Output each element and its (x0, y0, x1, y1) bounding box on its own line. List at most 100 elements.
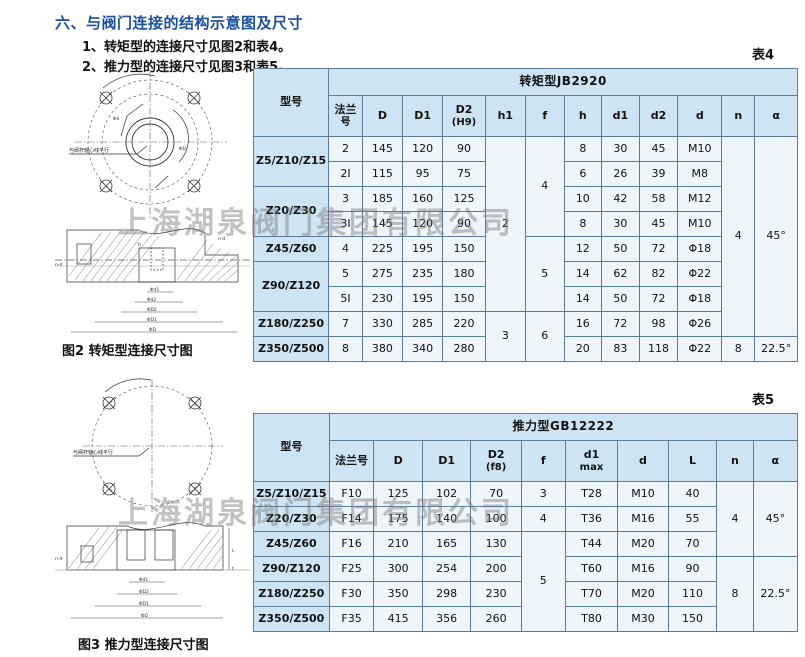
table-row: 3I 145 120 90 8 30 45 M10 (254, 211, 798, 237)
t5-col-d: d (617, 440, 669, 482)
t5-alpha-cell: 22.5° (752, 556, 799, 632)
t5-flange-cell: F35 (328, 606, 375, 632)
t4-model-header: 型号 (252, 68, 330, 137)
t5-t-cell: 5 (520, 531, 566, 632)
t5-D-cell: 210 (373, 531, 423, 557)
table-4-head: 型号 转矩型JB2920 法兰 号 D D1 D2 (H9) h1 f h d1… (252, 68, 798, 137)
t4-col-alpha: α (754, 95, 798, 137)
t4-D-cell: 145 (361, 211, 404, 237)
t4-D2-cell: 220 (442, 311, 486, 337)
t5-L-cell: 90 (667, 556, 718, 582)
t4-d2-cell: 58 (638, 186, 679, 212)
t4-col-d: d (677, 95, 723, 137)
svg-text:ΦD: ΦD (141, 613, 149, 619)
table-row: Z5/Z10/Z15 F10 125 102 70 3 T28 M10 40 4 45° (253, 481, 799, 557)
t4-D-cell: 275 (361, 261, 404, 287)
t5-d1max-cell: T28 (564, 481, 619, 507)
t4-D1-cell: 235 (402, 261, 444, 287)
t5-D1-cell: 356 (421, 606, 472, 632)
svg-text:ΦD2: ΦD2 (139, 589, 149, 595)
t4-D2-cell: 150 (442, 236, 486, 262)
t5-col-D1: D1 (421, 440, 472, 482)
t5-d1max-cell: T80 (564, 606, 619, 632)
t5-flange-cell: F25 (328, 556, 375, 582)
t4-D2-cell: 150 (442, 286, 486, 312)
svg-text:n-d: n-d (55, 262, 62, 268)
t4-d1-cell: 50 (601, 236, 640, 262)
t4-flange-cell: 8 (328, 336, 363, 362)
t5-n-cell: 4 (716, 481, 754, 557)
t4-D1-cell: 195 (402, 236, 444, 262)
t4-d2-cell: 72 (638, 286, 679, 312)
t4-D2-cell: 280 (442, 336, 486, 362)
figure-2: 与阀杆轴心线平行 Φd ΦD (55, 70, 250, 335)
t4-d-cell: Φ18 (677, 236, 723, 262)
t4-h1-cell: 3 (484, 311, 526, 362)
section-heading: 六、与阀门连接的结构示意图及尺寸 (55, 14, 304, 32)
t5-D2-cell: 100 (470, 506, 522, 532)
svg-text:Φd2: Φd2 (147, 297, 156, 303)
table-5-head: 型号 推力型GB12222 法兰号 D D1 D2 (f8) f d1 max … (253, 413, 799, 482)
t5-d1max-cell: T60 (564, 556, 619, 582)
t4-D2-cell: 125 (442, 186, 486, 212)
svg-text:h: h (138, 242, 141, 248)
figure-3-caption: 图3 推力型连接尺寸图 (78, 638, 209, 653)
t5-D2-cell: 200 (470, 556, 522, 582)
svg-text:n-d: n-d (218, 236, 225, 242)
t4-d-cell: M10 (677, 136, 723, 162)
svg-text:ΦD1: ΦD1 (139, 601, 149, 607)
t5-t-cell: 4 (520, 506, 566, 532)
table-row: Z180/Z250 F30 350 298 230 T70 M20 110 (253, 581, 798, 607)
t5-D-cell: 175 (373, 506, 423, 532)
t4-d1-cell: 62 (601, 261, 640, 287)
t4-model-cell: Z20/Z30 (252, 186, 330, 237)
t4-flange-cell: 5 (328, 261, 363, 287)
t4-group-header: 转矩型JB2920 (328, 68, 798, 96)
figure-3: 与阀杆轴心线平行 (55, 378, 250, 628)
t4-model-cell: Z45/Z60 (252, 236, 330, 262)
svg-text:ΦD: ΦD (149, 327, 157, 333)
t4-model-cell: Z180/Z250 (252, 311, 330, 337)
t4-flange-cell: 3I (328, 211, 363, 237)
t4-col-h: h (563, 95, 603, 137)
t4-d1-cell: 50 (601, 286, 640, 312)
svg-text:Φd1: Φd1 (139, 577, 148, 583)
t5-col-D2: D2 (f8) (470, 440, 522, 482)
t5-model-cell: Z90/Z120 (253, 556, 330, 582)
t4-d1-cell: 30 (601, 136, 640, 162)
svg-text:Φd1: Φd1 (150, 287, 159, 293)
t5-D2-cell: 230 (470, 581, 522, 607)
t4-flange-cell: 3 (328, 186, 363, 212)
t4-d2-cell: 39 (638, 161, 679, 187)
table-4-torque: 型号 转矩型JB2920 法兰 号 D D1 D2 (H9) h1 f h d1… (252, 68, 798, 362)
t4-h-cell: 6 (563, 161, 603, 187)
t4-col-d2: d2 (638, 95, 679, 137)
t4-h1-cell: 2 (484, 136, 526, 312)
t4-d1-cell: 26 (601, 161, 640, 187)
t5-col-D: D (373, 440, 423, 482)
svg-text:ΦD1: ΦD1 (147, 317, 157, 323)
svg-text:t: t (232, 566, 234, 572)
table-row: Z20/Z30 3 185 160 125 10 42 58 M12 (252, 186, 798, 237)
t5-model-cell: Z5/Z10/Z15 (253, 481, 330, 507)
t4-f-cell: 6 (524, 311, 565, 362)
svg-text:n-d: n-d (55, 556, 62, 562)
t5-model-header: 型号 (253, 413, 330, 482)
table-row: Z180/Z250 7 330 285 220 3 6 16 72 98 Φ26 (252, 311, 798, 362)
t5-d-cell: M16 (617, 506, 669, 532)
t5-D1-cell: 102 (421, 481, 472, 507)
t4-column-header-row: 法兰 号 D D1 D2 (H9) h1 f h d1 d2 d n α (254, 95, 798, 137)
t5-d-cell: M20 (617, 581, 669, 607)
t4-d1-cell: 42 (601, 186, 640, 212)
t4-flange-cell: 5I (328, 286, 363, 312)
t5-model-cell: Z180/Z250 (253, 581, 330, 607)
t4-flange-cell: 2I (328, 161, 363, 187)
t5-model-cell: Z20/Z30 (253, 506, 330, 532)
t5-col-d1max: d1 max (564, 440, 619, 482)
t4-model-cell: Z350/Z500 (252, 336, 330, 362)
t4-flange-cell: 2 (328, 136, 363, 162)
t5-flange-cell: F14 (328, 506, 375, 532)
t4-d-cell: Φ22 (677, 336, 723, 362)
t4-D2-cell: 90 (442, 211, 486, 237)
t4-f-cell: 4 (524, 136, 565, 237)
